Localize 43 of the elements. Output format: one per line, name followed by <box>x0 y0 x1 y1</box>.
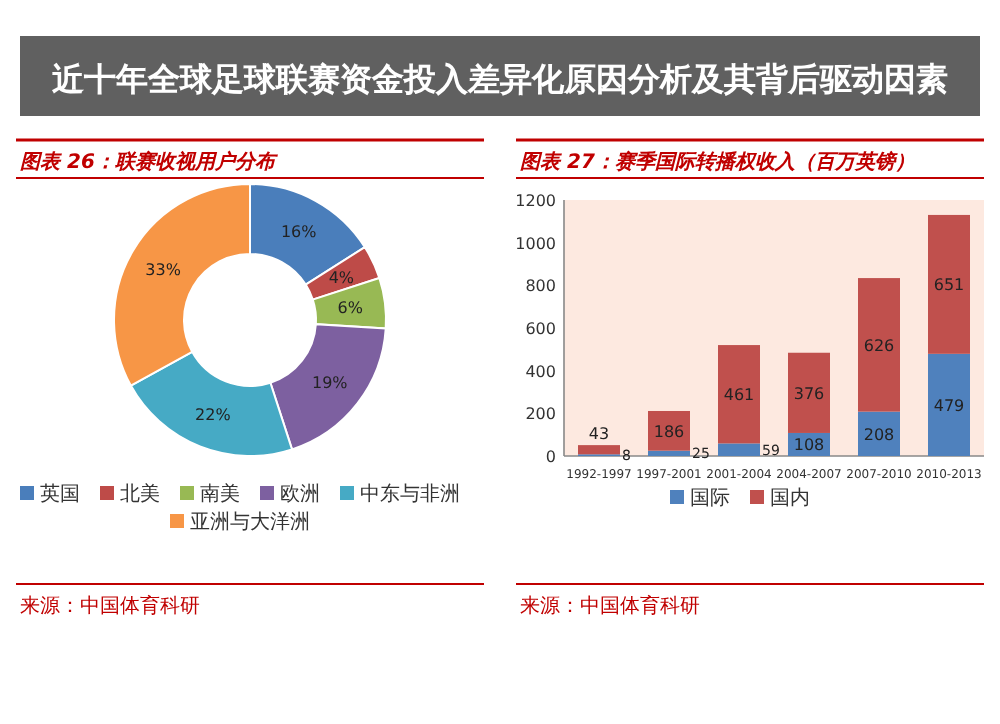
chart-title: 图表 27：赛季国际转播权收入（百万英镑） <box>520 150 915 174</box>
y-tick-label: 1000 <box>515 234 556 253</box>
bar <box>928 353 970 456</box>
data-label: 208 <box>863 425 895 444</box>
data-label: 376 <box>793 384 825 403</box>
bar <box>718 443 760 456</box>
bar <box>928 214 970 354</box>
y-tick-label: 600 <box>525 320 556 338</box>
data-label: 6% <box>337 299 364 318</box>
legend-label: 国内 <box>770 486 810 510</box>
text: 近十年全球足球联赛资金投入差异化原因分析及其背后驱动因素 <box>50 60 948 98</box>
y-tick-label: 0 <box>545 448 556 466</box>
legend-label: 南美 <box>200 482 240 506</box>
data-label: 108 <box>793 436 825 455</box>
legend-label: 英国 <box>40 482 80 506</box>
bar <box>858 278 900 412</box>
data-label: 33% <box>145 260 182 279</box>
data-label: 651 <box>933 276 965 295</box>
data-label: 626 <box>863 336 895 355</box>
data-label: 19% <box>312 373 349 392</box>
legend-label: 国际 <box>690 488 730 510</box>
bar <box>648 450 690 456</box>
y-tick-label: 400 <box>525 362 556 381</box>
data-label: 43 <box>588 425 610 444</box>
source-note: 来源：中国体育科研 <box>20 594 200 618</box>
y-tick-label: 200 <box>525 405 556 424</box>
data-label: 186 <box>653 422 685 441</box>
bar <box>788 352 830 433</box>
legend-label: 北美 <box>120 482 160 506</box>
legend-label: 欧洲 <box>280 482 320 506</box>
data-label: 4% <box>328 269 355 287</box>
data-label: 22% <box>195 405 232 424</box>
chart-title: 图表 26：联赛收视用户分布 <box>20 150 279 174</box>
y-tick-label: 1200 <box>515 192 556 210</box>
bar <box>578 445 620 455</box>
source-note: 来源：中国体育科研 <box>520 594 700 618</box>
data-label: 16% <box>280 223 318 242</box>
legend-label: 亚洲与大洋洲 <box>190 510 310 534</box>
y-tick-label: 800 <box>525 277 556 296</box>
bar <box>718 345 760 444</box>
data-label: 479 <box>933 396 965 415</box>
data-label: 461 <box>723 386 755 405</box>
legend-label: 中东与非洲 <box>360 482 460 506</box>
